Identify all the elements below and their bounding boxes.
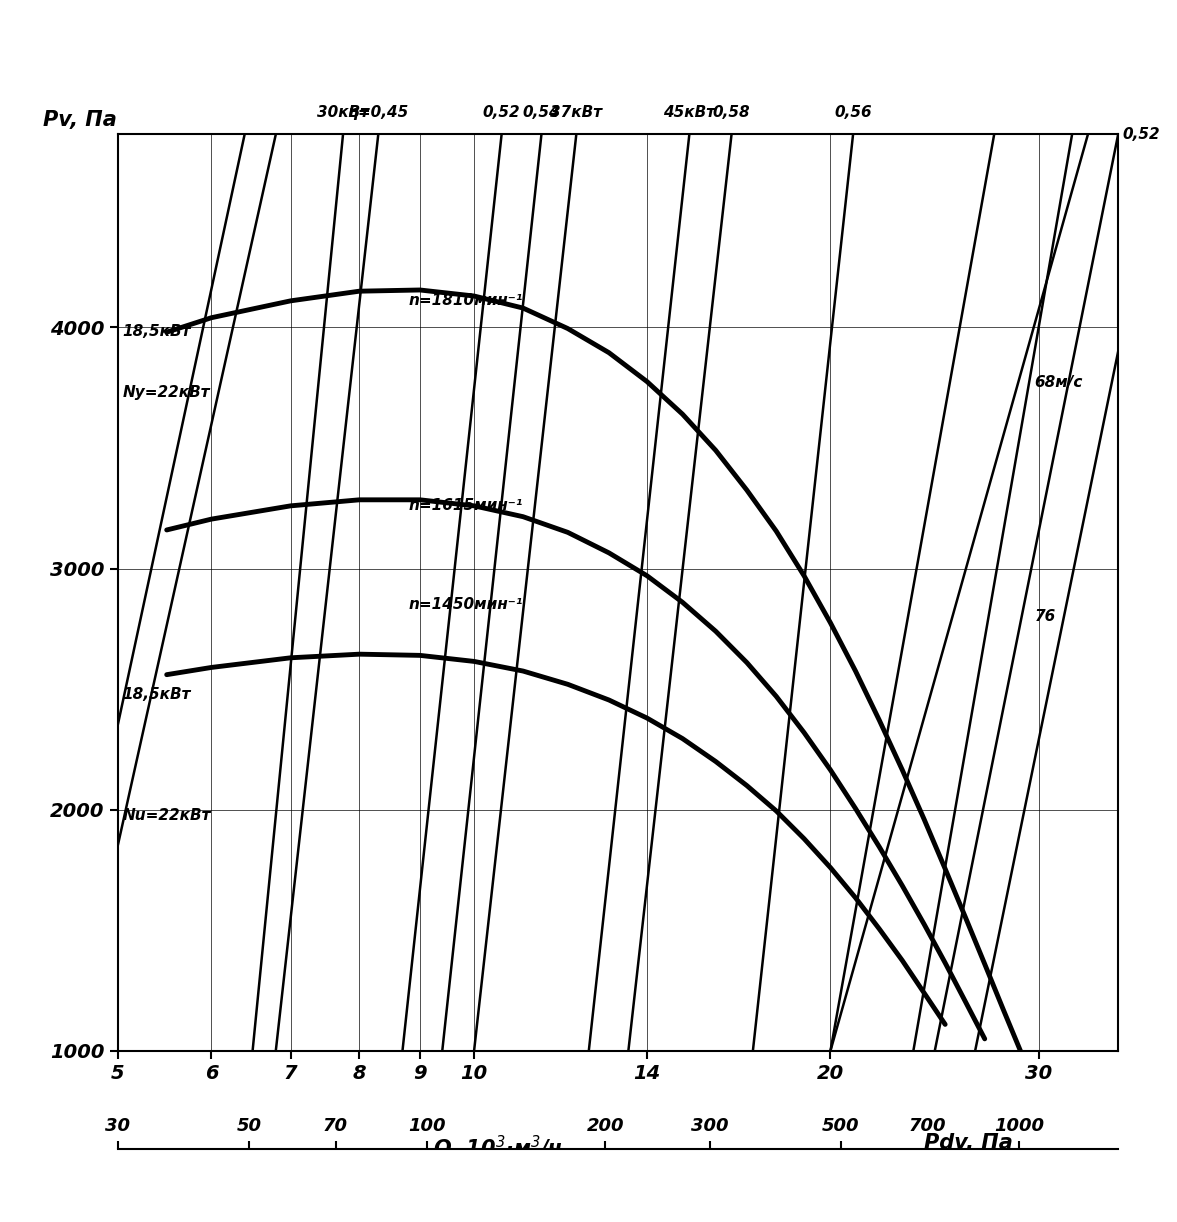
Text: Nu=22кВт: Nu=22кВт <box>122 808 212 822</box>
Text: 18,5кВт: 18,5кВт <box>122 687 192 701</box>
Text: n=1810мин⁻¹: n=1810мин⁻¹ <box>408 293 523 308</box>
Text: 0,54: 0,54 <box>523 105 560 120</box>
Text: n=1450мин⁻¹: n=1450мин⁻¹ <box>408 598 523 612</box>
Text: 68м/с: 68м/с <box>1035 375 1083 390</box>
Text: 30кВт: 30кВт <box>317 105 370 120</box>
Text: 0,56: 0,56 <box>834 105 872 120</box>
Text: 45кВт: 45кВт <box>664 105 716 120</box>
Text: 0,52: 0,52 <box>483 105 520 120</box>
Text: 0,52: 0,52 <box>1123 127 1161 142</box>
Text: η=0,45: η=0,45 <box>347 105 408 120</box>
Text: 18,5кВт: 18,5кВт <box>122 324 192 340</box>
Text: 76: 76 <box>1035 609 1056 624</box>
Text: Pdv, Па: Pdv, Па <box>924 1134 1012 1154</box>
Text: Pv, Па: Pv, Па <box>42 110 117 130</box>
Text: n=1615мин⁻¹: n=1615мин⁻¹ <box>408 499 523 513</box>
Text: 0,58: 0,58 <box>713 105 751 120</box>
Text: Ny=22кВт: Ny=22кВт <box>122 385 211 400</box>
Text: 37кВт: 37кВт <box>550 105 603 120</box>
Text: Q, 10$^3$·м$^3$/ч: Q, 10$^3$·м$^3$/ч <box>433 1134 563 1162</box>
